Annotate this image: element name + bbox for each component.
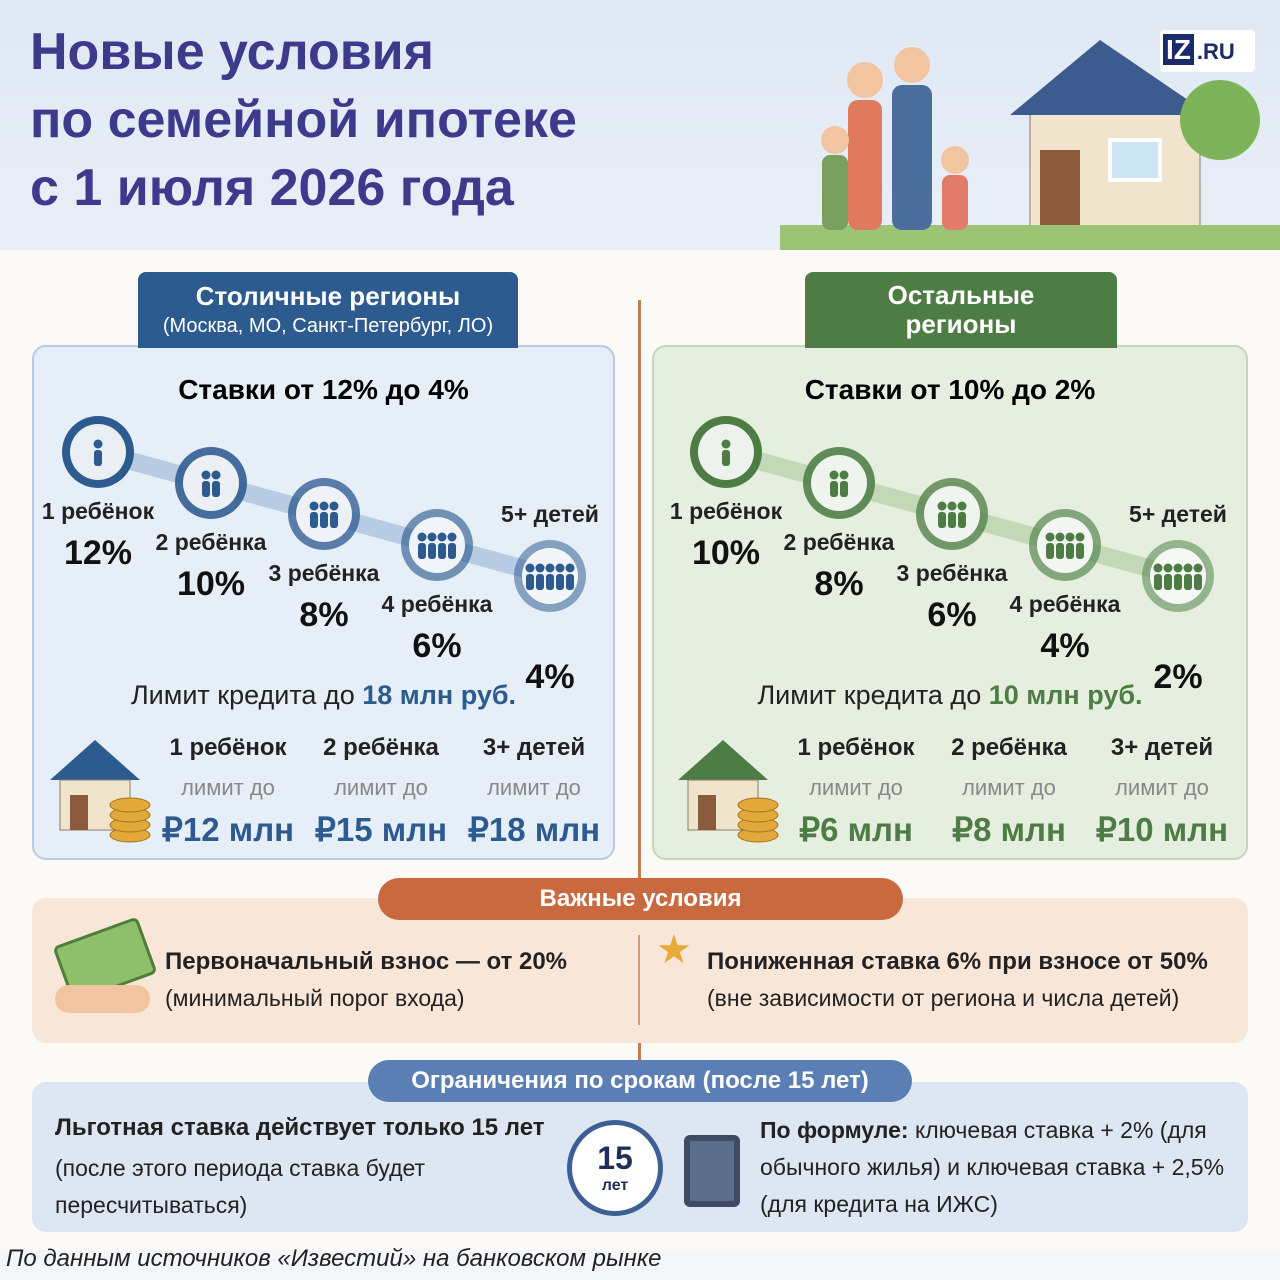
limit-label: 2 ребёнка [951,734,1067,761]
footer: По данным источников «Известий» на банко… [6,1245,662,1272]
limit-prefix: лимит до [809,775,903,800]
region-title: Столичные регионы [195,281,461,311]
conditions-divider [638,935,640,1025]
terms-formula: По формуле: ключевая ставка + 2% (для об… [760,1112,1240,1223]
step-label: 2 ребёнка [155,529,267,555]
limit-amount: ₽18 млн [467,811,601,848]
limit-heading-value: 10 млн руб. [988,680,1143,710]
step-label: 5+ детей [1129,501,1227,527]
step-label: 3 ребёнка [896,560,1008,586]
formula-text: ключевая ставка + 2% (для обычного жилья… [760,1117,1225,1217]
region-tab: Столичные регионы (Москва, МО, Санкт-Пете… [138,272,518,348]
limit-amount: ₽15 млн [314,811,448,848]
conditions-panel [32,898,1248,1043]
condition-note: (вне зависимости от региона и числа дете… [707,985,1180,1011]
step-rate: 4% [1040,627,1090,665]
limit-amount: ₽8 млн [952,811,1066,848]
star-icon: ★ [656,928,692,972]
title-line: Новые условия [30,23,434,81]
step-label: 4 ребёнка [381,591,493,617]
limit-heading: Лимит кредита до 10 млн руб. [670,680,1230,711]
step-rate: 10% [176,565,246,603]
limit-label: 3+ детей [1110,734,1214,761]
hand-icon [55,985,150,1013]
limit-prefix: лимит до [487,775,581,800]
step-rate: 6% [927,596,977,634]
door [70,795,88,830]
limit-label: 3+ детей [482,734,586,761]
door [698,795,716,830]
logo: IZ .RU [1163,34,1235,66]
title-line: по семейной ипотеке [30,91,577,149]
roof [678,740,768,780]
limit-label: 1 ребёнок [797,734,915,761]
rates-heading: Ставки от 10% до 2% [804,374,1096,405]
header-illustration [780,40,1280,250]
limit-amount: ₽10 млн [1095,811,1229,848]
title-line: с 1 июля 2026 года [30,159,514,217]
condition-title: Первоначальный взнос — от 20% [165,948,568,975]
logo-mark: IZ [1163,34,1194,65]
step-rate: 8% [299,596,349,634]
step-label: 1 ребёнок [41,498,155,524]
limit-prefix: лимит до [334,775,428,800]
limit-heading: Лимит кредита до 18 млн руб. [44,680,604,711]
conditions-tab: Важные условия [378,878,903,920]
condition-title: Пониженная ставка 6% при взносе от 50% [707,948,1208,975]
terms-left-title: Льготная ставка действует только 15 лет [55,1114,545,1141]
terms-tab: Ограничения по срокам (после 15 лет) [368,1060,912,1102]
limit-prefix: лимит до [1115,775,1209,800]
step-rate: 8% [814,565,864,603]
house-icon [50,740,151,843]
limit-amount: ₽6 млн [799,811,913,848]
house-icon [678,740,779,843]
terms-left-note: (после этого периода ставка будет пересч… [55,1155,426,1218]
coin [737,797,779,813]
step-label: 3 ребёнка [268,560,380,586]
limit-amount: ₽12 млн [161,811,295,848]
limit-heading-text: Лимит кредита до [130,680,355,710]
divider-line [638,1040,641,1065]
divider-line [638,300,641,880]
step-rate: 12% [63,534,133,572]
logo-suffix: .RU [1196,39,1235,64]
limit-prefix: лимит до [962,775,1056,800]
step-rate: 4% [525,658,575,696]
limit-heading-text: Лимит кредита до [757,680,982,710]
rates-heading: Ставки от 12% до 4% [178,374,469,405]
step-label: 5+ детей [501,501,599,527]
clock-ring [567,1120,663,1216]
step-rate: 2% [1153,658,1203,696]
region-subtitle: (Москва, МО, Санкт-Петербург, ЛО) [162,315,494,337]
region-title: Остальные регионы [887,280,1035,339]
roof [50,740,140,780]
step-rate: 10% [691,534,761,572]
step-label: 2 ребёнка [783,529,895,555]
step-rate: 6% [412,627,462,665]
condition-note: (минимальный порог входа) [165,985,465,1011]
limit-label: 1 ребёнок [169,734,287,761]
calculator-icon [684,1135,740,1207]
limit-prefix: лимит до [181,775,275,800]
region-tab: Остальные регионы [805,272,1117,348]
step-label: 1 ребёнок [669,498,783,524]
clock-unit: лет [601,1177,629,1194]
limit-heading-value: 18 млн руб. [362,680,517,710]
coin [109,797,151,813]
step-label: 4 ребёнка [1009,591,1121,617]
formula-label: По формуле: [760,1117,909,1143]
limit-label: 2 ребёнка [323,734,439,761]
clock-number: 15 [597,1140,633,1176]
